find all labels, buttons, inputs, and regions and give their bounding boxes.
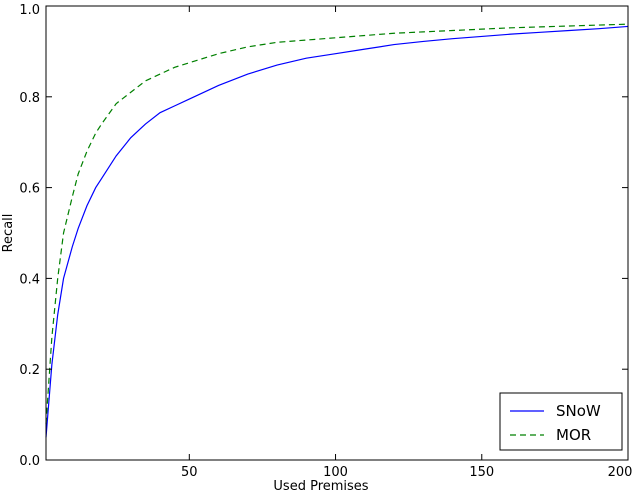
legend-box (499, 392, 623, 451)
legend-label-mor: MOR (556, 426, 591, 444)
x-tick-label: 150 (469, 465, 494, 480)
y-axis-ticks: 0.0 0.2 0.4 0.6 0.8 1.0 (19, 3, 628, 469)
legend-label-snow: SNoW (556, 402, 601, 420)
plot-frame (45, 5, 629, 461)
x-axis-label: Used Premises (273, 479, 368, 492)
y-tick-label: 0.6 (19, 182, 40, 197)
y-tick-label: 0.0 (19, 454, 40, 469)
x-tick-label: 50 (181, 465, 198, 480)
y-axis-label: Recall (1, 214, 16, 253)
y-tick-label: 1.0 (19, 3, 40, 18)
y-tick-label: 0.8 (19, 91, 40, 106)
x-axis-ticks: 50 100 150 200 (181, 6, 632, 480)
x-tick-label: 100 (323, 465, 348, 480)
series-line-snow (45, 25, 629, 438)
plot-lines (45, 23, 629, 438)
y-tick-label: 0.2 (19, 363, 40, 378)
y-tick-label: 0.4 (19, 272, 40, 287)
legend: SNoW MOR (499, 392, 623, 451)
series-line-mor (45, 23, 629, 424)
x-tick-label: 200 (608, 465, 633, 480)
